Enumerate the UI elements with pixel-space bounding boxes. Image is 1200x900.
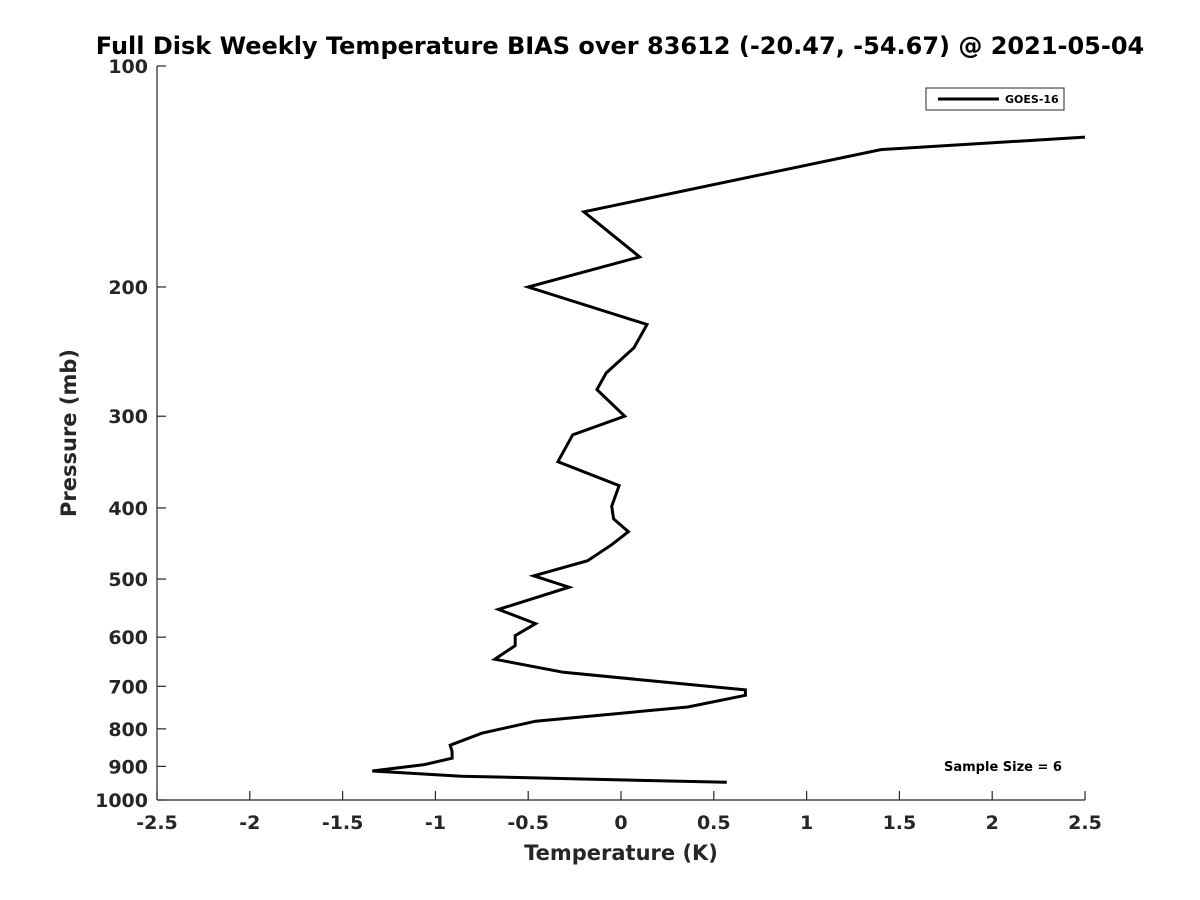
x-axis-ticks: -2.5 -2 -1.5 -1 -0.5 0 0.5 1 1.5 2 2.5	[136, 791, 1102, 834]
series-line-goes-16	[372, 135, 1086, 784]
plot-area: -2.5 -2 -1.5 -1 -0.5 0 0.5 1 1.5 2 2.5 100 200 300 40…	[95, 56, 1102, 834]
y-tick-label: 800	[108, 719, 148, 741]
x-axis-label: Temperature (K)	[524, 841, 718, 865]
x-tick-label: -1.5	[322, 812, 364, 834]
x-tick-label: -2.5	[136, 812, 178, 834]
y-tick-label: 1000	[95, 790, 148, 812]
x-tick-label: 0.5	[697, 812, 731, 834]
y-tick-label: 700	[108, 676, 148, 698]
x-tick-label: -2	[239, 812, 260, 834]
y-tick-label: 500	[108, 569, 148, 591]
y-tick-label: 300	[108, 406, 148, 428]
x-tick-label: 2	[986, 812, 999, 834]
y-tick-label: 900	[108, 756, 148, 778]
y-tick-label: 600	[108, 627, 148, 649]
y-tick-label: 400	[108, 498, 148, 520]
y-tick-label: 100	[108, 56, 148, 78]
y-tick-label: 200	[108, 277, 148, 299]
sample-size-annotation: Sample Size = 6	[944, 760, 1062, 775]
x-tick-label: -1	[425, 812, 446, 834]
legend: GOES-16	[925, 87, 1065, 111]
x-tick-label: 1	[800, 812, 813, 834]
x-tick-label: -0.5	[507, 812, 549, 834]
x-tick-label: 2.5	[1068, 812, 1102, 834]
y-axis-ticks: 100 200 300 400 500 600 700 800 900 1000	[95, 56, 166, 812]
x-tick-label: 0	[614, 812, 627, 834]
y-axis-label: Pressure (mb)	[57, 349, 81, 517]
x-tick-label: 1.5	[883, 812, 917, 834]
legend-entry-goes-16: GOES-16	[1005, 93, 1059, 106]
series-lines	[372, 135, 1086, 784]
chart-title: Full Disk Weekly Temperature BIAS over 8…	[96, 32, 1144, 60]
